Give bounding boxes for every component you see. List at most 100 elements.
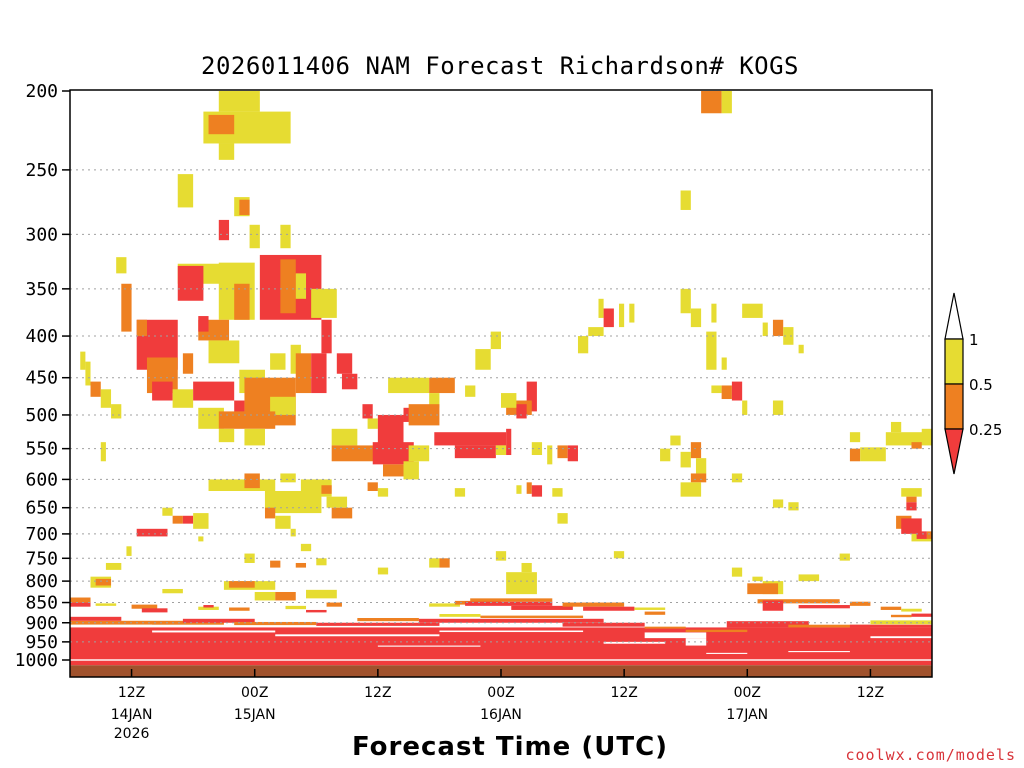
heatmap-cell [136, 319, 147, 337]
y-axis: 200 250 300 350 400 450 500 550 600 650 700 7508008… [15, 81, 70, 671]
heatmap-cell [218, 411, 276, 429]
heatmap-cell [757, 599, 840, 604]
heatmap-cell [229, 581, 255, 588]
heatmap-cell [721, 357, 727, 370]
heatmap-cell [121, 283, 132, 332]
heatmap-cell [849, 432, 861, 443]
heatmap-cell [377, 567, 389, 575]
heatmap-cell [439, 630, 584, 633]
heatmap-cell [762, 600, 784, 611]
heatmap-cell [731, 473, 743, 483]
heatmap-cell [208, 114, 235, 135]
heatmap-cell [193, 381, 235, 401]
y-tick-label: 850 [25, 593, 58, 614]
y-tick-label: 650 [25, 498, 58, 519]
heatmap-cell [721, 91, 732, 114]
heatmap-cell [136, 528, 168, 537]
heatmap-cell [382, 464, 404, 477]
heatmap-cell [870, 620, 932, 625]
heatmap-cell [234, 400, 245, 419]
heatmap-cell [249, 224, 260, 249]
heatmap-cell [742, 303, 763, 318]
heatmap-cell [526, 482, 532, 494]
heatmap-cell [234, 621, 317, 626]
heatmap-cell [526, 381, 537, 412]
heatmap-cell [182, 353, 194, 374]
heatmap-cell [70, 602, 91, 607]
site-credit: coolwx.com/models [845, 746, 1016, 764]
heatmap-cell [506, 428, 512, 456]
heatmap-cell [577, 336, 589, 354]
heatmap-cell [506, 572, 537, 595]
heatmap-cell [680, 288, 691, 314]
heatmap-cell [603, 641, 666, 644]
heatmap-cell [316, 622, 440, 626]
heatmap-cell [275, 634, 440, 637]
heatmap-cell [557, 513, 568, 524]
heatmap-cell [254, 591, 276, 601]
y-tick-label: 250 [25, 160, 58, 181]
heatmap-cell [731, 381, 743, 401]
heatmap-cell [870, 636, 932, 639]
heatmap-cell [300, 543, 312, 552]
heatmap-cell [377, 645, 481, 647]
heatmap-cell [280, 259, 296, 314]
heatmap-cell [295, 562, 307, 568]
heatmap-cell [172, 515, 183, 524]
x-tick-label: 12Z [118, 685, 145, 701]
heatmap-cell [680, 190, 691, 210]
heatmap-cell [331, 507, 353, 519]
heatmap-cell [439, 614, 481, 617]
heatmap-cell [465, 601, 553, 606]
x-tick-label: 12Z [610, 685, 637, 701]
heatmap-cell [429, 558, 440, 568]
heatmap-cell [198, 407, 224, 429]
x-axis: 12Z 14JAN 2026 00Z 15JAN 12Z 00Z 16JAN 12Z 00Z 17J… [111, 669, 884, 742]
heatmap-cell [244, 428, 265, 446]
colorbar-bin-0.5-1 [944, 338, 964, 385]
heatmap-cell [690, 473, 707, 483]
heatmap-cell [275, 515, 291, 529]
y-tick-label: 800 [25, 571, 58, 592]
heatmap-cell [208, 340, 240, 364]
heatmap-cell [926, 531, 932, 539]
heatmap-cell [849, 624, 932, 628]
heatmap-cell [177, 174, 194, 208]
heatmap-cell [619, 303, 625, 328]
heatmap-cell [465, 385, 476, 397]
y-tick-label: 900 [25, 613, 58, 634]
heatmap-cell [470, 598, 553, 602]
heatmap-cell [100, 389, 112, 408]
heatmap-cell [326, 602, 342, 607]
y-tick-label: 350 [25, 279, 58, 300]
heatmap-cell [588, 327, 604, 337]
heatmap-cell [367, 482, 378, 491]
heatmap-cell [116, 257, 127, 274]
heatmap-cell [218, 428, 235, 443]
heatmap-cell [901, 608, 922, 612]
heatmap-cell [762, 322, 768, 337]
heatmap-cell [295, 353, 312, 394]
heatmap-cell [372, 442, 414, 465]
heatmap-cell [418, 618, 604, 623]
heatmap-cell [429, 603, 460, 607]
heatmap-cell [495, 445, 507, 456]
heatmap-cell [660, 448, 671, 462]
heatmap-cell [906, 496, 917, 503]
y-tick-label: 1000 [15, 650, 58, 671]
heatmap-cell [182, 515, 194, 524]
heatmap-cell [695, 458, 707, 474]
heatmap-cell [531, 442, 543, 456]
heatmap-cell [849, 448, 861, 462]
heatmap-cell [890, 421, 902, 433]
heatmap-cell [701, 91, 722, 114]
heatmap-cell [218, 219, 230, 241]
heatmap-cell [429, 393, 440, 408]
heatmap-cell [501, 393, 517, 408]
heatmap-cell [885, 432, 932, 446]
heatmap-cell [290, 528, 296, 537]
heatmap-cell [706, 331, 717, 370]
y-tick-label: 450 [25, 368, 58, 389]
heatmap-cell [849, 601, 871, 606]
heatmap-cell [362, 404, 373, 419]
